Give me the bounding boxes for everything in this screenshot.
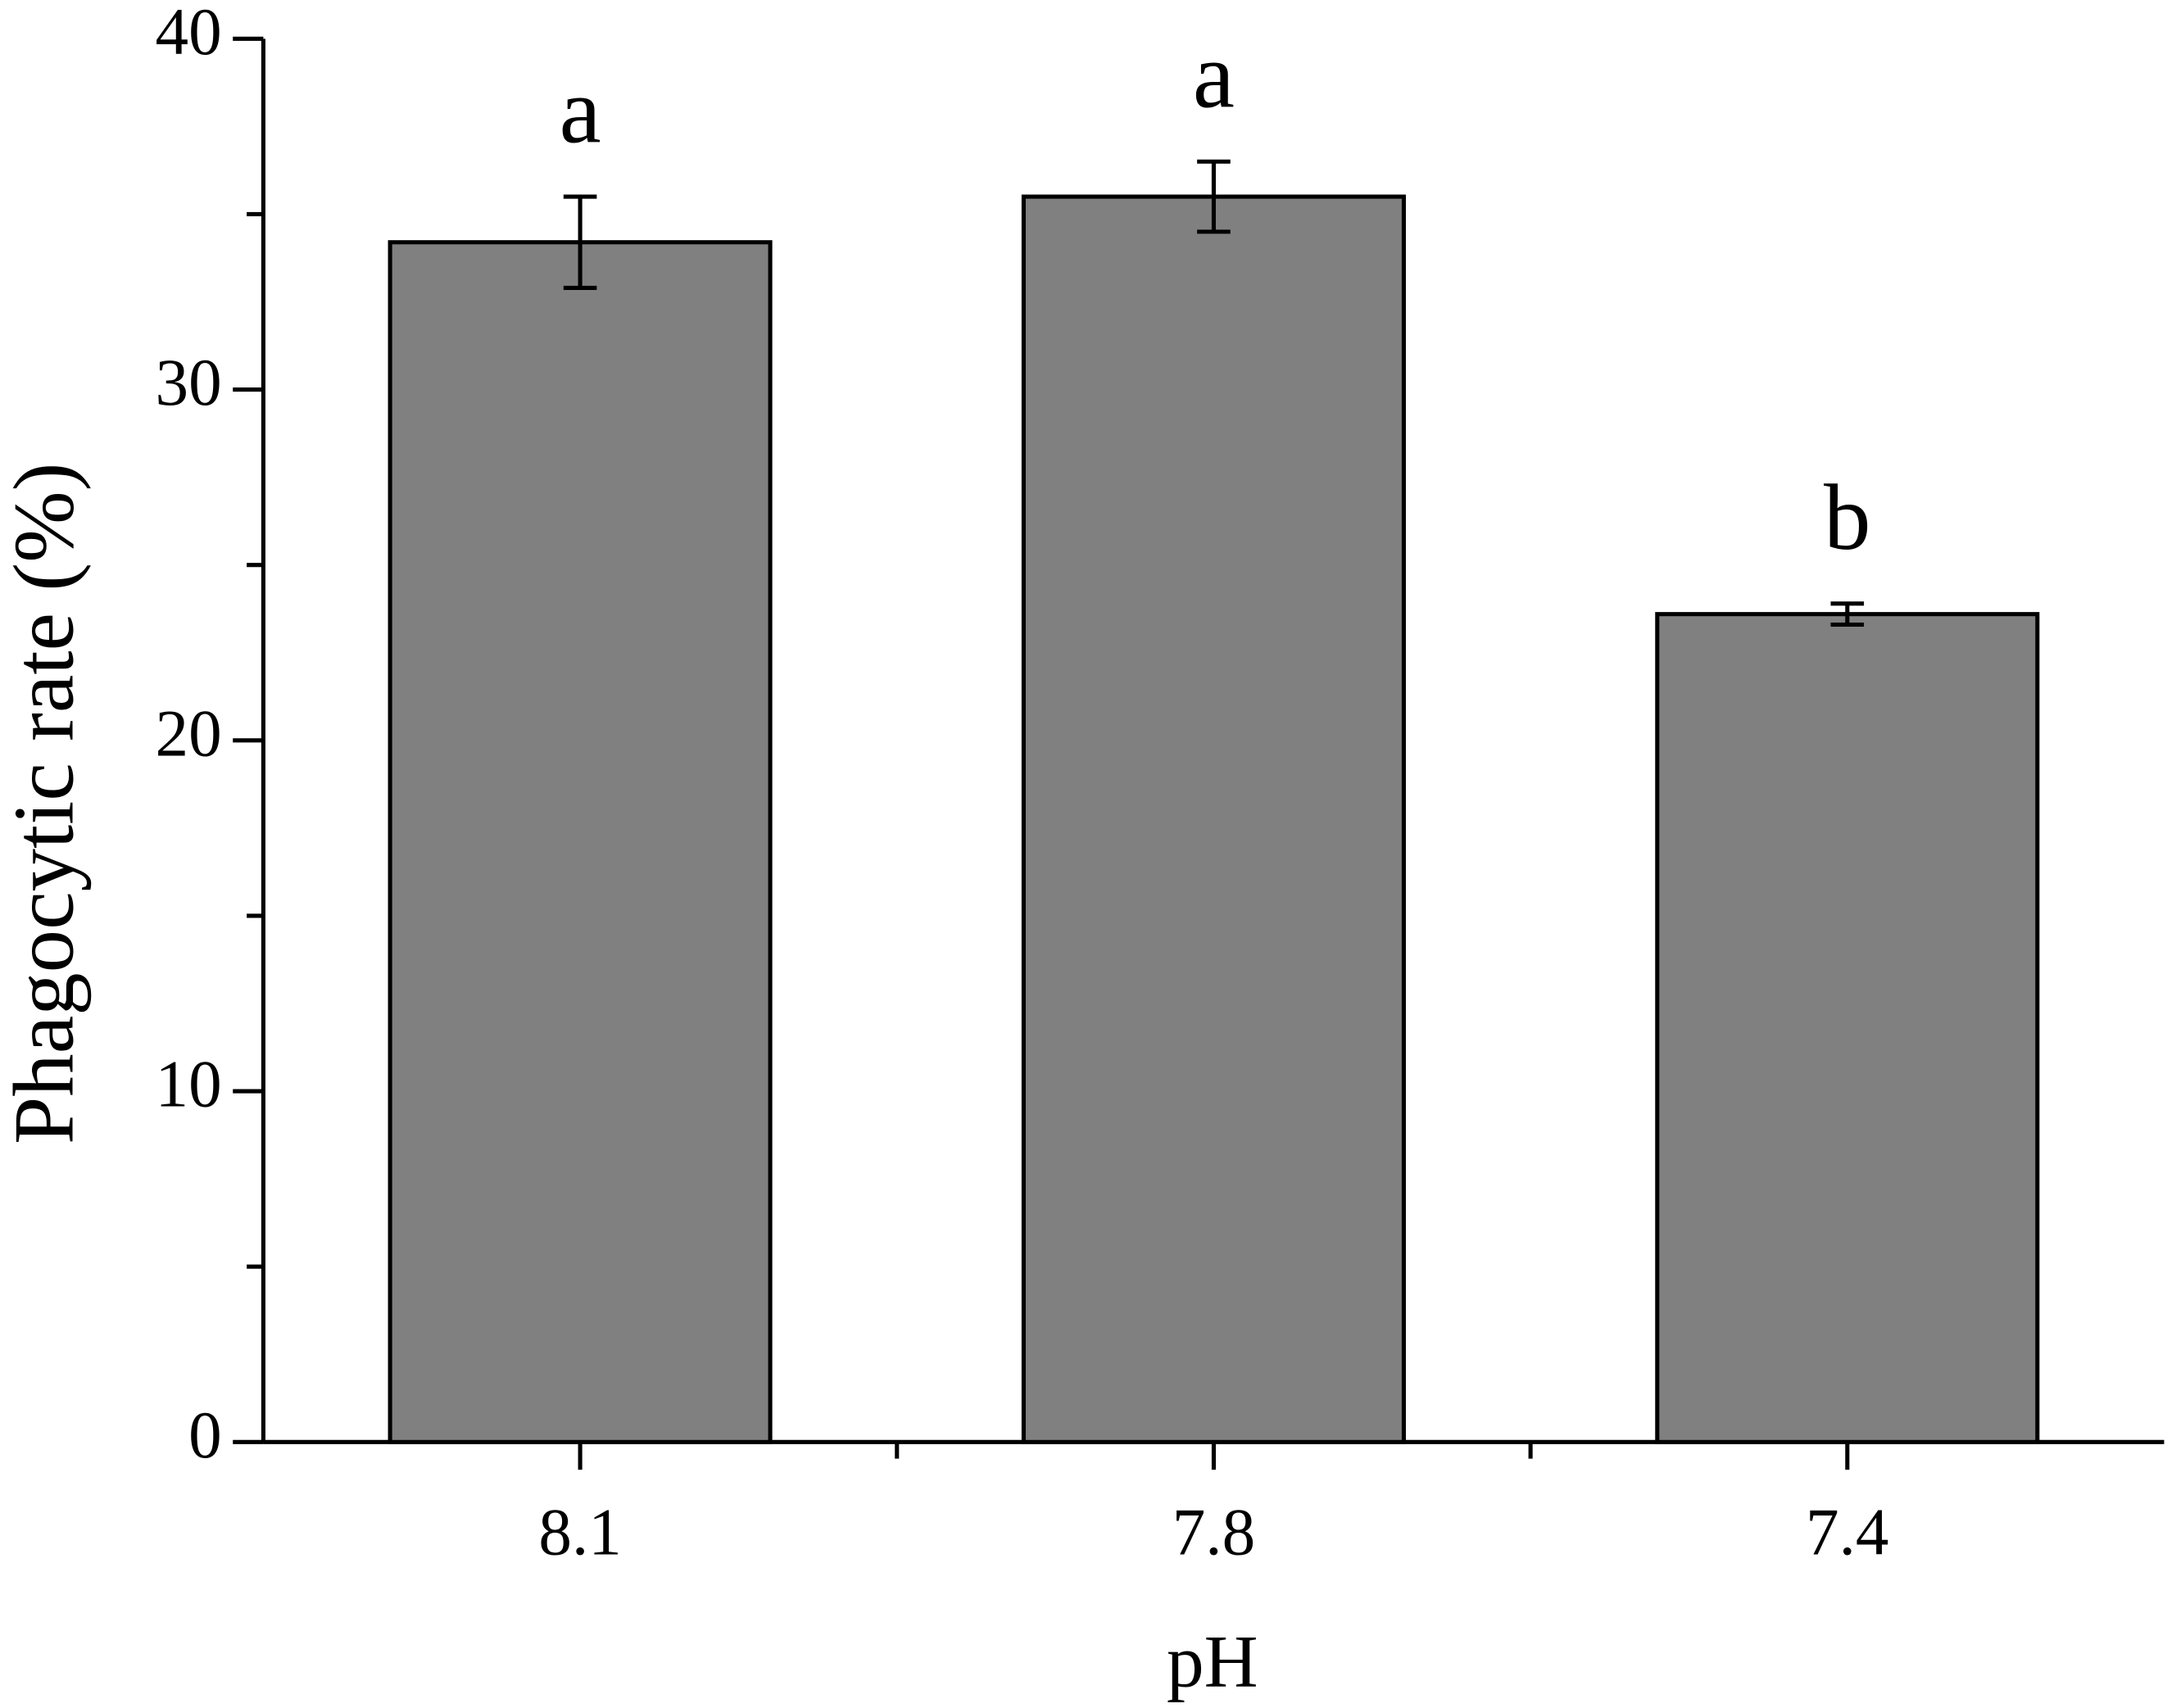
- y-tick-label: 40: [156, 0, 222, 69]
- significance-label: a: [1193, 24, 1235, 128]
- x-tick-label: 7.8: [1172, 1495, 1255, 1569]
- y-tick-label: 10: [156, 1048, 222, 1121]
- bar: [388, 240, 773, 1444]
- significance-label: a: [560, 58, 601, 162]
- x-axis-label: pH: [1167, 1620, 1258, 1703]
- y-tick-label: 20: [156, 696, 222, 770]
- significance-label: b: [1824, 465, 1870, 569]
- y-axis-label: Phagocytic rate (%): [0, 463, 91, 1144]
- bar: [1021, 194, 1406, 1444]
- x-tick-label: 8.1: [538, 1495, 621, 1569]
- x-tick-label: 7.4: [1806, 1495, 1888, 1569]
- y-tick-label: 30: [156, 346, 222, 419]
- y-tick-label: 0: [188, 1398, 222, 1472]
- bar: [1655, 612, 2040, 1444]
